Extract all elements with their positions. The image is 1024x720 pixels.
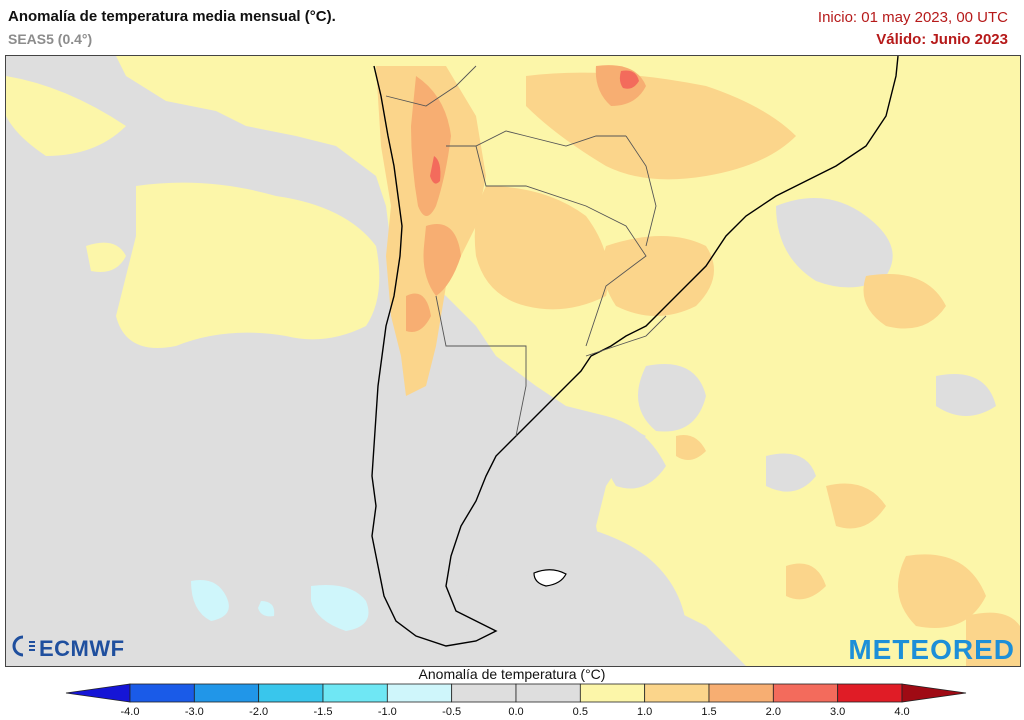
color-bar-tick-label: -1.0 [377, 706, 397, 718]
warm-mid-ocean-3 [898, 554, 986, 628]
warm-high-andes-north [411, 76, 451, 216]
color-bar [65, 683, 967, 703]
neutral-patch-east-2 [638, 364, 706, 432]
warm-max-bolivia [619, 70, 639, 89]
map-canvas [6, 56, 1020, 666]
color-bar-segment [837, 683, 903, 703]
warm-high-cuyo [406, 293, 431, 332]
ecmwf-logo: ECMWF [9, 634, 144, 664]
color-bar-tick-label: -4.0 [120, 706, 140, 718]
color-bar-segment [258, 683, 324, 703]
neutral-patch-east-4 [936, 374, 996, 416]
warm-mid-ocean-1 [863, 274, 946, 329]
color-bar-tick-label: -3.0 [184, 706, 204, 718]
color-bar-segment [129, 683, 195, 703]
color-bar-segment [451, 683, 517, 703]
warm-mid-brazil [526, 72, 796, 180]
init-date: Inicio: 01 may 2023, 00 UTC [817, 9, 1008, 26]
south-america-coastline [371, 56, 899, 647]
anomaly-map: ECMWF METEORED [5, 55, 1021, 667]
neutral-patch-east-3 [766, 453, 816, 492]
color-bar-tick-label: 0.5 [572, 706, 588, 718]
color-bar-tick-label: -0.5 [442, 706, 462, 718]
color-bar-tick-label: 4.0 [894, 706, 910, 718]
color-bar-segment [708, 683, 774, 703]
color-bar-segment [193, 683, 260, 703]
ecmwf-logo-text: ECMWF [39, 636, 125, 661]
neutral-patch-east-5 [602, 416, 666, 489]
color-bar-segment [515, 683, 581, 703]
chart-title: Anomalía de temperatura media mensual (°… [8, 8, 336, 25]
color-bar-segment [386, 683, 453, 703]
warm-light-patch-west-2 [86, 242, 126, 272]
valid-period: Válido: Junio 2023 [876, 31, 1008, 48]
color-bar-tick-label: 2.0 [765, 706, 781, 718]
warm-mid-ocean-2 [826, 483, 886, 529]
warm-high-andes-mid [423, 224, 461, 296]
warm-mid-ocean-4 [786, 563, 826, 600]
cool-patch-2 [311, 585, 369, 631]
country-borders [385, 65, 667, 437]
malvinas-islands [533, 569, 567, 587]
color-bar-tick-label: 1.5 [701, 706, 717, 718]
warm-max-andes [430, 156, 441, 184]
color-bar-tick-label: -1.5 [313, 706, 333, 718]
neutral-field-south [386, 516, 688, 666]
cool-patch-1 [191, 580, 229, 621]
color-bar-arrow-high [901, 683, 967, 703]
color-bar-segment [579, 683, 646, 703]
legend-title: Anomalía de temperatura (°C) [418, 666, 606, 682]
cool-patch-3 [258, 601, 275, 617]
warm-mid-ocean-5 [966, 612, 1020, 666]
color-bar-arrow-low [65, 683, 131, 703]
warm-mid-south-brazil [602, 236, 714, 316]
model-subtitle: SEAS5 (0.4°) [8, 31, 93, 47]
warm-light-patch-west-3 [6, 76, 126, 156]
color-bar-segment [644, 683, 710, 703]
color-bar-tick-label: 3.0 [830, 706, 846, 718]
ecmwf-swirl-icon [12, 635, 35, 657]
color-bar-segment [772, 683, 839, 703]
color-bar-tick-label: 0.0 [508, 706, 524, 718]
color-bar-tick-label: -2.0 [249, 706, 269, 718]
meteored-logo: METEORED [848, 634, 1015, 665]
warm-mid-central [474, 186, 609, 310]
warm-light-patch-west-1 [116, 182, 380, 348]
warm-mid-ocean-6 [676, 435, 706, 460]
color-bar-tick-label: 1.0 [637, 706, 653, 718]
color-bar-segment [322, 683, 388, 703]
neutral-patch-east-1 [776, 198, 893, 288]
